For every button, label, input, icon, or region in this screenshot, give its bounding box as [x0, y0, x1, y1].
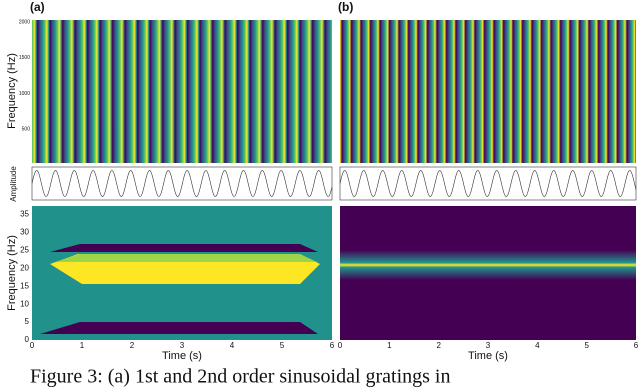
band	[40, 322, 318, 334]
x-tick-label: 1	[80, 341, 85, 350]
x-tick-label: 4	[535, 341, 540, 350]
amplitude-box	[339, 166, 637, 201]
y-tick-label: 25	[20, 246, 29, 255]
x-tick-label: 0	[30, 341, 35, 350]
x-tick-label: 0	[338, 341, 343, 350]
x-axis-label: Time (s)	[162, 350, 202, 362]
y-tick-label: 5	[25, 317, 30, 326]
x-tick-label: 4	[230, 341, 235, 350]
y-axis-label: Amplitude	[9, 166, 18, 202]
band	[55, 254, 318, 262]
grating-image	[32, 20, 332, 163]
caption: Figure 3: (a) 1st and 2nd order sinusoid…	[30, 366, 451, 388]
amplitude-wave	[31, 170, 333, 197]
x-tick-label: 1	[387, 341, 392, 350]
y-tick-label: 0	[25, 335, 30, 344]
amplitude-wave	[339, 170, 637, 197]
x-tick-label: 2	[130, 341, 135, 350]
y-tick-label: 10	[20, 299, 29, 308]
y-tick-label: 20	[20, 263, 29, 272]
grating-image	[340, 20, 636, 163]
y-axis-label: Frequency (Hz)	[6, 235, 18, 311]
y-tick-label: 1500	[19, 55, 30, 61]
x-tick-label: 6	[330, 341, 335, 350]
y-tick-label: 2000	[19, 19, 30, 25]
y-tick-label: 1000	[19, 91, 30, 97]
panel-a-images	[31, 20, 333, 340]
y-tick-label: 500	[22, 127, 31, 133]
y-tick-label: 15	[20, 281, 29, 290]
y-axis-label: Frequency (Hz)	[6, 53, 18, 129]
x-tick-label: 5	[280, 341, 285, 350]
amplitude-box	[31, 166, 333, 201]
y-tick-label: 30	[20, 228, 29, 237]
panel-label: (a)	[30, 0, 45, 14]
band	[50, 244, 318, 252]
x-tick-label: 2	[436, 341, 441, 350]
x-axis-label: Time (s)	[468, 350, 508, 362]
band	[340, 250, 636, 280]
y-tick-label: 35	[20, 210, 29, 219]
x-tick-label: 5	[584, 341, 589, 350]
panel-b-images	[339, 20, 637, 340]
x-tick-label: 3	[180, 341, 185, 350]
panel-label: (b)	[338, 0, 353, 14]
x-tick-label: 6	[634, 341, 639, 350]
x-tick-label: 3	[486, 341, 491, 350]
